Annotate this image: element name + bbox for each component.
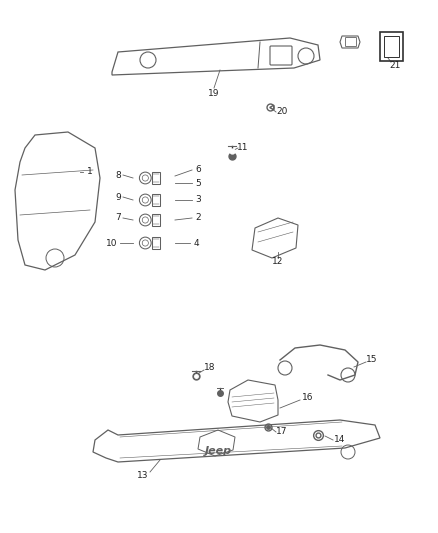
Text: 2: 2 [195, 214, 201, 222]
Text: 7: 7 [115, 214, 121, 222]
Text: 4: 4 [193, 238, 199, 247]
Text: 6: 6 [195, 166, 201, 174]
Text: 11: 11 [237, 143, 249, 152]
Text: 20: 20 [276, 108, 288, 117]
Text: 1: 1 [87, 167, 93, 176]
Text: 13: 13 [137, 471, 149, 480]
Text: 10: 10 [106, 238, 118, 247]
Text: 14: 14 [334, 435, 346, 445]
Text: 3: 3 [195, 196, 201, 205]
Text: 21: 21 [389, 61, 401, 69]
Text: 12: 12 [272, 257, 284, 266]
Text: 17: 17 [276, 427, 288, 437]
Text: 18: 18 [204, 364, 216, 373]
Text: 8: 8 [115, 171, 121, 180]
Text: 5: 5 [195, 179, 201, 188]
Text: Jeep: Jeep [205, 446, 232, 456]
Text: 16: 16 [302, 393, 314, 402]
Text: 15: 15 [366, 356, 378, 365]
Text: 9: 9 [115, 192, 121, 201]
Text: 19: 19 [208, 88, 220, 98]
